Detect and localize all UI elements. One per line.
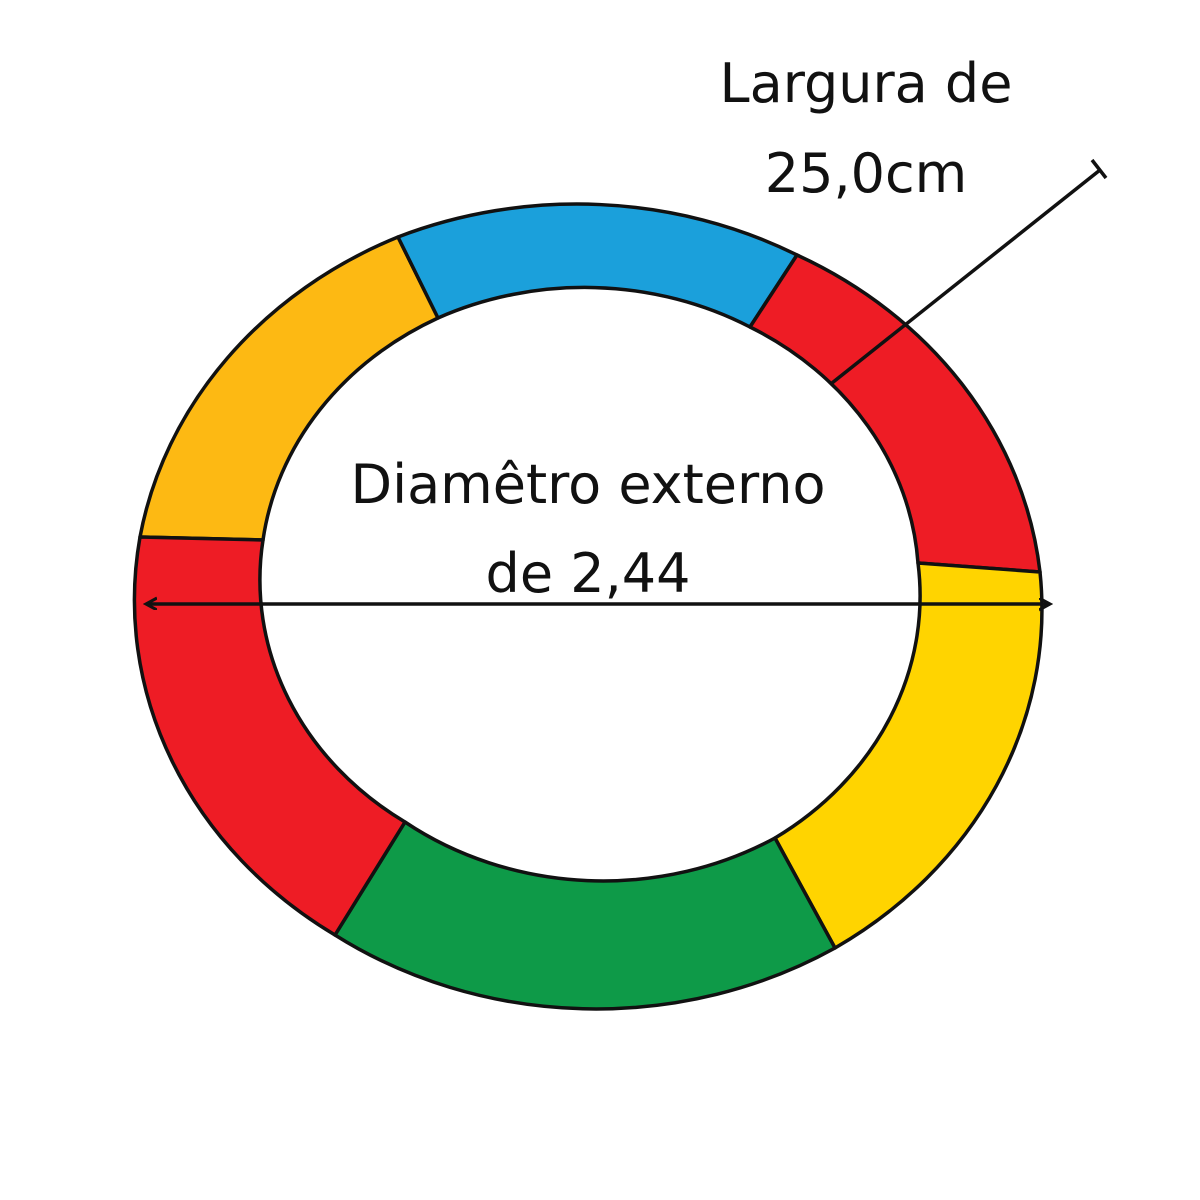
ring	[132, 202, 1044, 1011]
ring-segment-red-left	[132, 535, 407, 937]
width-label-line2: 25,0cm	[765, 142, 968, 205]
width-pointer-tick	[1090, 158, 1108, 180]
width-label-line1: Largura de	[720, 52, 1013, 115]
width-pointer-line	[830, 168, 1102, 385]
ring-segment-green	[333, 820, 837, 1011]
diameter-label-line2: de 2,44	[486, 542, 691, 605]
ring-segment-red-top	[748, 253, 1042, 574]
ring-segment-blue	[396, 202, 799, 329]
diameter-label-line1: Diamêtro externo	[350, 453, 825, 516]
ring-segment-yellow	[773, 561, 1044, 950]
